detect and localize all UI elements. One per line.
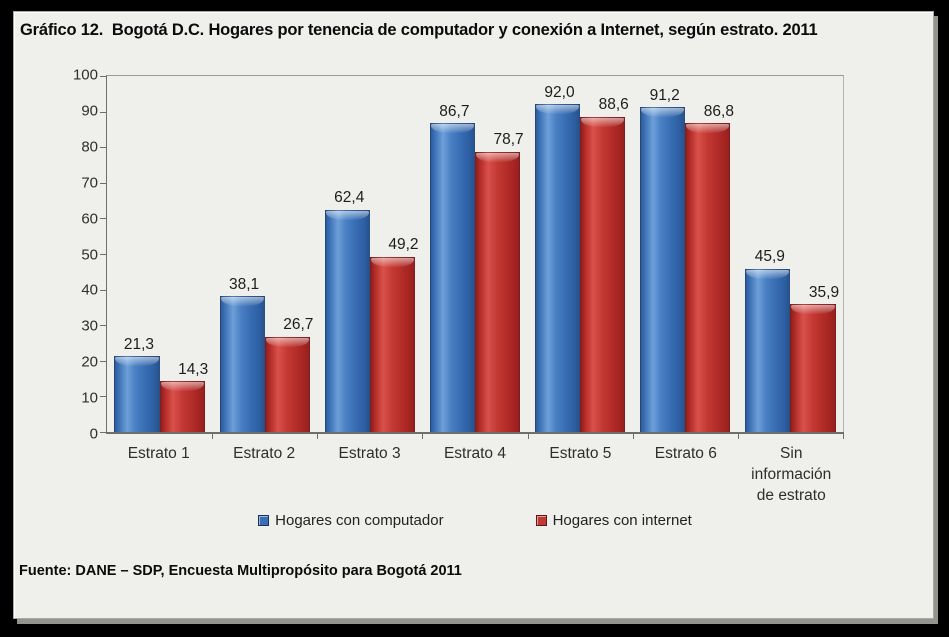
y-tick-label: 40 [81,281,98,299]
y-tick-mark [100,182,106,184]
y-tick-mark [100,254,106,255]
bar-value-label: 21,3 [123,335,155,353]
bar-value-label: 26,7 [283,316,314,334]
y-tick-label: 50 [81,246,98,263]
bar-computador: 62,4 [324,190,370,432]
x-category-label: Estrato 1 [127,445,190,462]
chart-title: Gráfico 12. Bogotá D.C. Hogares por tene… [20,21,818,39]
bar-computador: 38,1 [219,277,265,432]
y-tick-label: 100 [72,66,98,84]
bar-groups: 21,3 14,3 38,1 26,7 62,4 49,2 86,7 78,7 92,0 88,6… [107,76,844,439]
x-tick-mark [317,432,319,439]
y-tick-mark [100,396,106,398]
bar-value-label: 49,2 [388,236,419,254]
x-category-label: Sin información de estrato [751,445,832,504]
bar-internet: 78,7 [474,132,524,432]
y-tick-label: 60 [81,210,98,228]
legend: Hogares con computador Hogares con intern… [106,512,844,529]
legend-swatch-icon [535,515,547,526]
bar-internet: 88,6 [580,97,629,432]
bar-value-label: 92,0 [544,83,575,101]
bar-group: 45,9 35,9 [738,76,844,439]
x-tick-mark [632,432,634,439]
bar-computador: 91,2 [640,88,686,432]
bar-computador: 45,9 [745,249,791,432]
bar-value-label: 38,1 [229,275,260,293]
x-category-label: Estrato 4 [443,445,506,462]
legend-item-internet: Hogares con internet [535,512,692,529]
bar-value-label: 35,9 [808,283,840,301]
bar-computador: 86,7 [429,104,475,432]
y-tick-mark [100,360,106,362]
bar-group: 62,4 49,2 [317,76,424,439]
bar-value-label: 86,8 [703,102,734,120]
plot-area: 21,3 14,3 38,1 26,7 62,4 49,2 86,7 78,7 92,0 88,6… [100,75,844,439]
bar-group: 92,0 88,6 [528,76,634,439]
x-tick-mark [737,432,739,439]
bar-value-label: 78,7 [493,131,524,149]
x-category-label: Estrato 6 [654,445,717,462]
legend-swatch-icon [258,515,270,526]
bar-group: 38,1 26,7 [212,76,319,439]
y-tick-mark [100,76,106,77]
x-tick-mark [842,432,844,439]
x-tick-mark [527,432,529,439]
y-tick-mark [100,432,106,433]
legend-label: Hogares con computador [275,512,444,529]
y-tick-label: 10 [81,389,98,407]
y-tick-mark [100,325,106,327]
bar-internet: 26,7 [264,317,313,432]
y-tick-label: 80 [81,138,98,156]
x-axis-labels: Estrato 1 Estrato 2 Estrato 3 Estrato 4 Estr… [106,444,844,507]
y-tick-mark [100,147,106,149]
bar-value-label: 45,9 [754,248,785,266]
x-tick-mark [422,432,424,439]
bar-internet: 49,2 [369,237,419,432]
legend-item-computador: Hogares con computador [258,512,444,529]
bar-value-label: 62,4 [334,189,365,207]
y-tick-mark [100,111,106,113]
bar-value-label: 91,2 [649,86,680,104]
y-tick-label: 30 [81,317,98,335]
bar-group: 86,7 78,7 [422,76,529,439]
bar-value-label: 88,6 [598,96,629,114]
x-category-label: Estrato 3 [338,445,401,462]
bar-group: 91,2 86,8 [633,76,739,439]
y-tick-mark [100,218,106,220]
y-tick-label: 90 [81,102,98,120]
chart-card: Gráfico 12. Bogotá D.C. Hogares por tene… [13,11,934,619]
y-tick-label: 20 [81,353,98,371]
y-tick-mark [100,289,106,291]
bar-internet: 86,8 [685,103,734,432]
x-tick-mark [212,432,214,439]
bar-value-label: 14,3 [178,360,209,378]
x-category-label: Estrato 5 [549,445,612,462]
y-tick-label: 70 [81,174,98,192]
bar-computador: 21,3 [114,337,160,432]
y-tick-label: 0 [89,425,98,443]
bar-group: 21,3 14,3 [107,76,214,439]
y-axis: 0 10 20 30 40 50 60 70 80 90 100 [14,68,98,442]
bar-computador: 92,0 [534,85,581,432]
source-note: Fuente: DANE – SDP, Encuesta Multipropós… [19,563,462,579]
bar-internet: 14,3 [159,362,208,432]
bar-internet: 35,9 [790,285,839,432]
bar-value-label: 86,7 [439,102,470,120]
legend-label: Hogares con internet [552,512,692,529]
x-category-label: Estrato 2 [233,445,296,462]
